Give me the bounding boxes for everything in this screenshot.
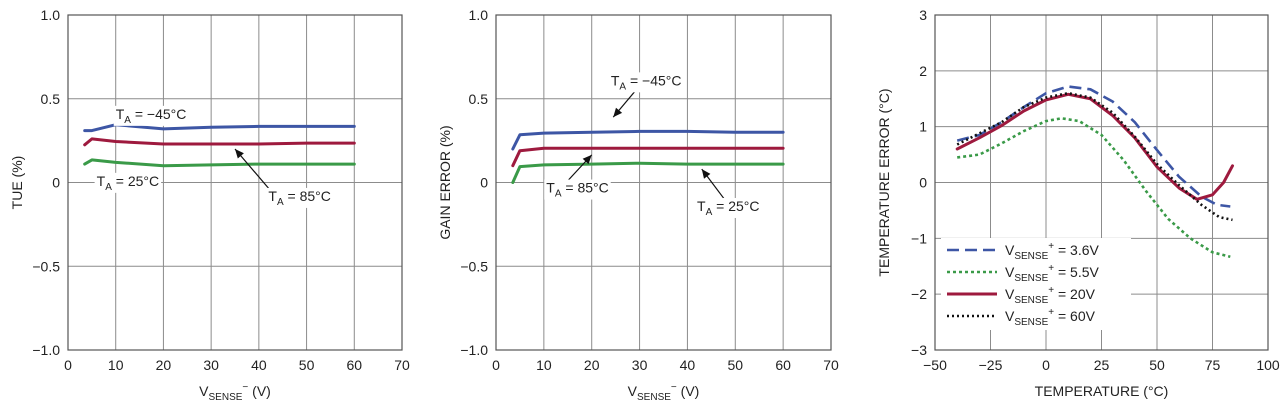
y-tick-label: 2	[919, 63, 927, 79]
series-line-3	[955, 92, 1234, 201]
y-tick-label: 1.0	[469, 7, 489, 23]
x-tick-label: 60	[346, 357, 362, 373]
legend-label-3: VSENSE+ = 20V	[1005, 285, 1096, 306]
plot-frame	[67, 14, 403, 351]
x-tick-label: 70	[394, 357, 410, 373]
tue-chart: 0 10 20 30 40 50 60 70 −1.0 −0.5 0 0.5 1.0 VSENSE− (V…	[9, 7, 410, 403]
x-tick-label: 10	[108, 357, 124, 373]
x-tick-label: −50	[923, 357, 947, 373]
y-tick-label: 3	[919, 7, 927, 23]
x-axis-label: TEMPERATURE (°C)	[1035, 383, 1169, 399]
y-tick-label: 0.5	[41, 91, 61, 107]
y-tick-label: 0	[480, 175, 488, 191]
x-tick-label: 75	[1205, 357, 1221, 373]
y-axis-label: TEMPERATURE ERROR (°C)	[876, 88, 892, 276]
x-tick-label: 50	[299, 357, 315, 373]
series-line-2	[511, 146, 785, 168]
y-axis-label: TUE (%)	[9, 156, 25, 210]
annotation-bg	[544, 179, 611, 200]
annotation-arrowhead	[235, 149, 244, 159]
annotation-arrowhead	[701, 169, 711, 179]
x-tick-label: 50	[1149, 357, 1165, 373]
x-tick-label: 25	[1094, 357, 1110, 373]
y-tick-label: −0.5	[32, 258, 60, 274]
legend-label-4: VSENSE+ = 60V	[1005, 307, 1096, 328]
y-tick-label: 0.5	[469, 91, 489, 107]
series-line-2	[83, 137, 356, 147]
x-tick-label: 30	[203, 357, 219, 373]
y-tick-label: −1.0	[460, 342, 488, 358]
x-tick-label: 60	[775, 357, 791, 373]
annotation-bg	[113, 105, 189, 126]
annotation-arrowhead	[613, 107, 623, 118]
annotation-label: TA = 25°C	[97, 173, 159, 193]
x-tick-label: 70	[823, 357, 839, 373]
legend-label-1: VSENSE+ = 3.6V	[1005, 241, 1100, 262]
y-tick-label: 0	[919, 175, 927, 191]
series-line-3	[83, 158, 356, 168]
x-tick-label: 30	[632, 357, 648, 373]
plot-frame	[495, 14, 832, 351]
annotation-arrowhead	[582, 154, 592, 165]
plot-frame	[934, 14, 1269, 351]
annotation-label: TA = −45°C	[116, 106, 187, 126]
y-tick-label: 1	[919, 119, 927, 135]
y-tick-label: −1	[911, 230, 927, 246]
annotation-bg	[608, 72, 684, 93]
legend-label-2: VSENSE+ = 5.5V	[1005, 263, 1100, 284]
x-axis-label: VSENSE− (V)	[199, 382, 271, 403]
y-tick-label: −0.5	[460, 258, 488, 274]
annotation-arrow	[234, 148, 272, 192]
series-line-1	[511, 129, 785, 151]
y-tick-label: −1.0	[32, 342, 60, 358]
x-tick-label: 0	[64, 357, 72, 373]
temp-error-chart: −50 −25 0 25 50 75 100 −3 −2 −1 0 1 2 3 TEMPERATURE (°…	[876, 7, 1280, 399]
annotation-bg	[266, 187, 333, 208]
legend-bg	[941, 238, 1131, 330]
annotation-label: TA = −45°C	[611, 72, 682, 92]
annotation-label: TA = 25°C	[697, 198, 759, 218]
x-tick-label: 0	[1042, 357, 1050, 373]
x-tick-label: 40	[251, 357, 267, 373]
x-tick-label: 50	[727, 357, 743, 373]
series-line-1	[956, 85, 1231, 208]
x-tick-label: 20	[584, 357, 600, 373]
y-tick-label: 0	[52, 175, 60, 191]
y-axis-label: GAIN ERROR (%)	[437, 125, 453, 239]
annotation-label: TA = 85°C	[546, 180, 608, 200]
x-axis-label: VSENSE− (V)	[628, 382, 700, 403]
series-line-4	[956, 91, 1233, 222]
x-tick-label: 100	[1256, 357, 1280, 373]
annotation-label: TA = 85°C	[268, 188, 330, 208]
x-tick-label: 40	[680, 357, 696, 373]
series-line-3	[511, 161, 785, 184]
x-tick-label: 20	[156, 357, 172, 373]
x-tick-label: −25	[979, 357, 1003, 373]
series-line-2	[957, 117, 1231, 259]
y-tick-label: −3	[911, 342, 927, 358]
y-tick-label: −2	[911, 286, 927, 302]
x-tick-label: 0	[492, 357, 500, 373]
series-line-1	[83, 123, 356, 133]
y-tick-label: 1.0	[41, 7, 61, 23]
annotation-bg	[695, 197, 762, 218]
annotation-bg	[94, 172, 162, 193]
x-tick-label: 10	[536, 357, 552, 373]
gain-error-chart: 0 10 20 30 40 50 60 70 −1.0 −0.5 0 0.5 1.0 VSENSE− (V…	[437, 7, 839, 403]
